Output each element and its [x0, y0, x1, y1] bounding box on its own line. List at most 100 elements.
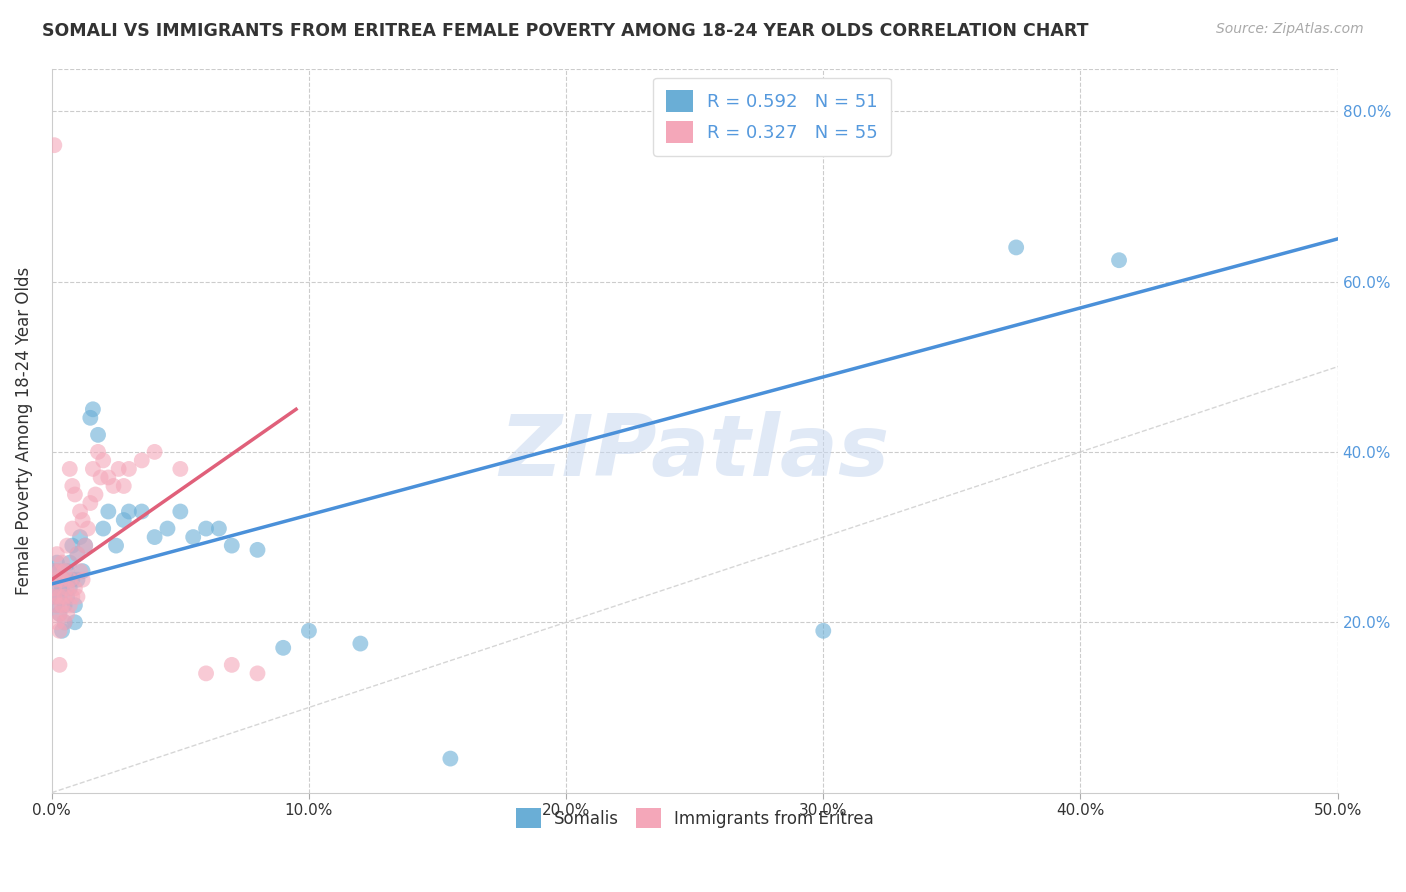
Point — [45, 547, 67, 561]
Point — [97, 504, 120, 518]
Point — [1108, 253, 1130, 268]
Point — [169, 504, 191, 518]
Point — [44, 581, 66, 595]
Point — [48, 607, 70, 621]
Point — [82, 402, 104, 417]
Point — [60, 539, 83, 553]
Point — [221, 539, 243, 553]
Point — [103, 479, 125, 493]
Point — [63, 599, 86, 613]
Point — [169, 462, 191, 476]
Point — [90, 470, 112, 484]
Point — [118, 504, 141, 518]
Point — [59, 581, 82, 595]
Point — [51, 581, 73, 595]
Point — [56, 607, 79, 621]
Point — [60, 590, 83, 604]
Point — [53, 564, 76, 578]
Point — [112, 513, 135, 527]
Point — [53, 615, 76, 630]
Point — [63, 487, 86, 501]
Point — [79, 496, 101, 510]
Point — [91, 453, 114, 467]
Point — [51, 556, 73, 570]
Point — [72, 573, 94, 587]
Point — [195, 522, 218, 536]
Point — [51, 599, 73, 613]
Point — [112, 479, 135, 493]
Point — [97, 470, 120, 484]
Point — [45, 599, 67, 613]
Point — [72, 564, 94, 578]
Point — [69, 504, 91, 518]
Point — [76, 522, 98, 536]
Point — [131, 504, 153, 518]
Point — [60, 522, 83, 536]
Point — [66, 573, 89, 587]
Point — [208, 522, 231, 536]
Point — [156, 522, 179, 536]
Point — [63, 581, 86, 595]
Point — [56, 539, 79, 553]
Point — [66, 590, 89, 604]
Point — [143, 445, 166, 459]
Point — [48, 590, 70, 604]
Point — [1005, 240, 1028, 254]
Point — [72, 513, 94, 527]
Point — [59, 462, 82, 476]
Point — [59, 556, 82, 570]
Point — [60, 479, 83, 493]
Point — [349, 636, 371, 650]
Text: Source: ZipAtlas.com: Source: ZipAtlas.com — [1216, 22, 1364, 37]
Point — [87, 427, 110, 442]
Point — [44, 138, 66, 153]
Point — [53, 573, 76, 587]
Legend: Somalis, Immigrants from Eritrea: Somalis, Immigrants from Eritrea — [509, 801, 880, 835]
Point — [51, 624, 73, 638]
Point — [84, 487, 107, 501]
Point — [118, 462, 141, 476]
Point — [63, 615, 86, 630]
Point — [44, 564, 66, 578]
Point — [131, 453, 153, 467]
Point — [79, 410, 101, 425]
Point — [45, 573, 67, 587]
Point — [298, 624, 321, 638]
Point — [221, 657, 243, 672]
Point — [69, 530, 91, 544]
Point — [48, 607, 70, 621]
Point — [107, 462, 129, 476]
Point — [66, 547, 89, 561]
Point — [60, 573, 83, 587]
Point — [56, 581, 79, 595]
Point — [48, 564, 70, 578]
Point — [271, 640, 294, 655]
Point — [53, 590, 76, 604]
Point — [75, 539, 97, 553]
Point — [439, 751, 461, 765]
Point — [45, 599, 67, 613]
Point — [48, 657, 70, 672]
Point — [69, 564, 91, 578]
Text: ZIPatlas: ZIPatlas — [499, 411, 890, 494]
Point — [66, 547, 89, 561]
Point — [44, 590, 66, 604]
Point — [45, 573, 67, 587]
Point — [59, 599, 82, 613]
Point — [91, 522, 114, 536]
Point — [75, 539, 97, 553]
Point — [44, 581, 66, 595]
Point — [246, 666, 269, 681]
Point — [51, 573, 73, 587]
Point — [56, 564, 79, 578]
Text: SOMALI VS IMMIGRANTS FROM ERITREA FEMALE POVERTY AMONG 18-24 YEAR OLDS CORRELATI: SOMALI VS IMMIGRANTS FROM ERITREA FEMALE… — [42, 22, 1088, 40]
Point — [143, 530, 166, 544]
Point — [44, 590, 66, 604]
Point — [56, 590, 79, 604]
Point — [82, 462, 104, 476]
Point — [45, 556, 67, 570]
Point — [181, 530, 204, 544]
Point — [44, 564, 66, 578]
Point — [48, 624, 70, 638]
Point — [105, 539, 128, 553]
